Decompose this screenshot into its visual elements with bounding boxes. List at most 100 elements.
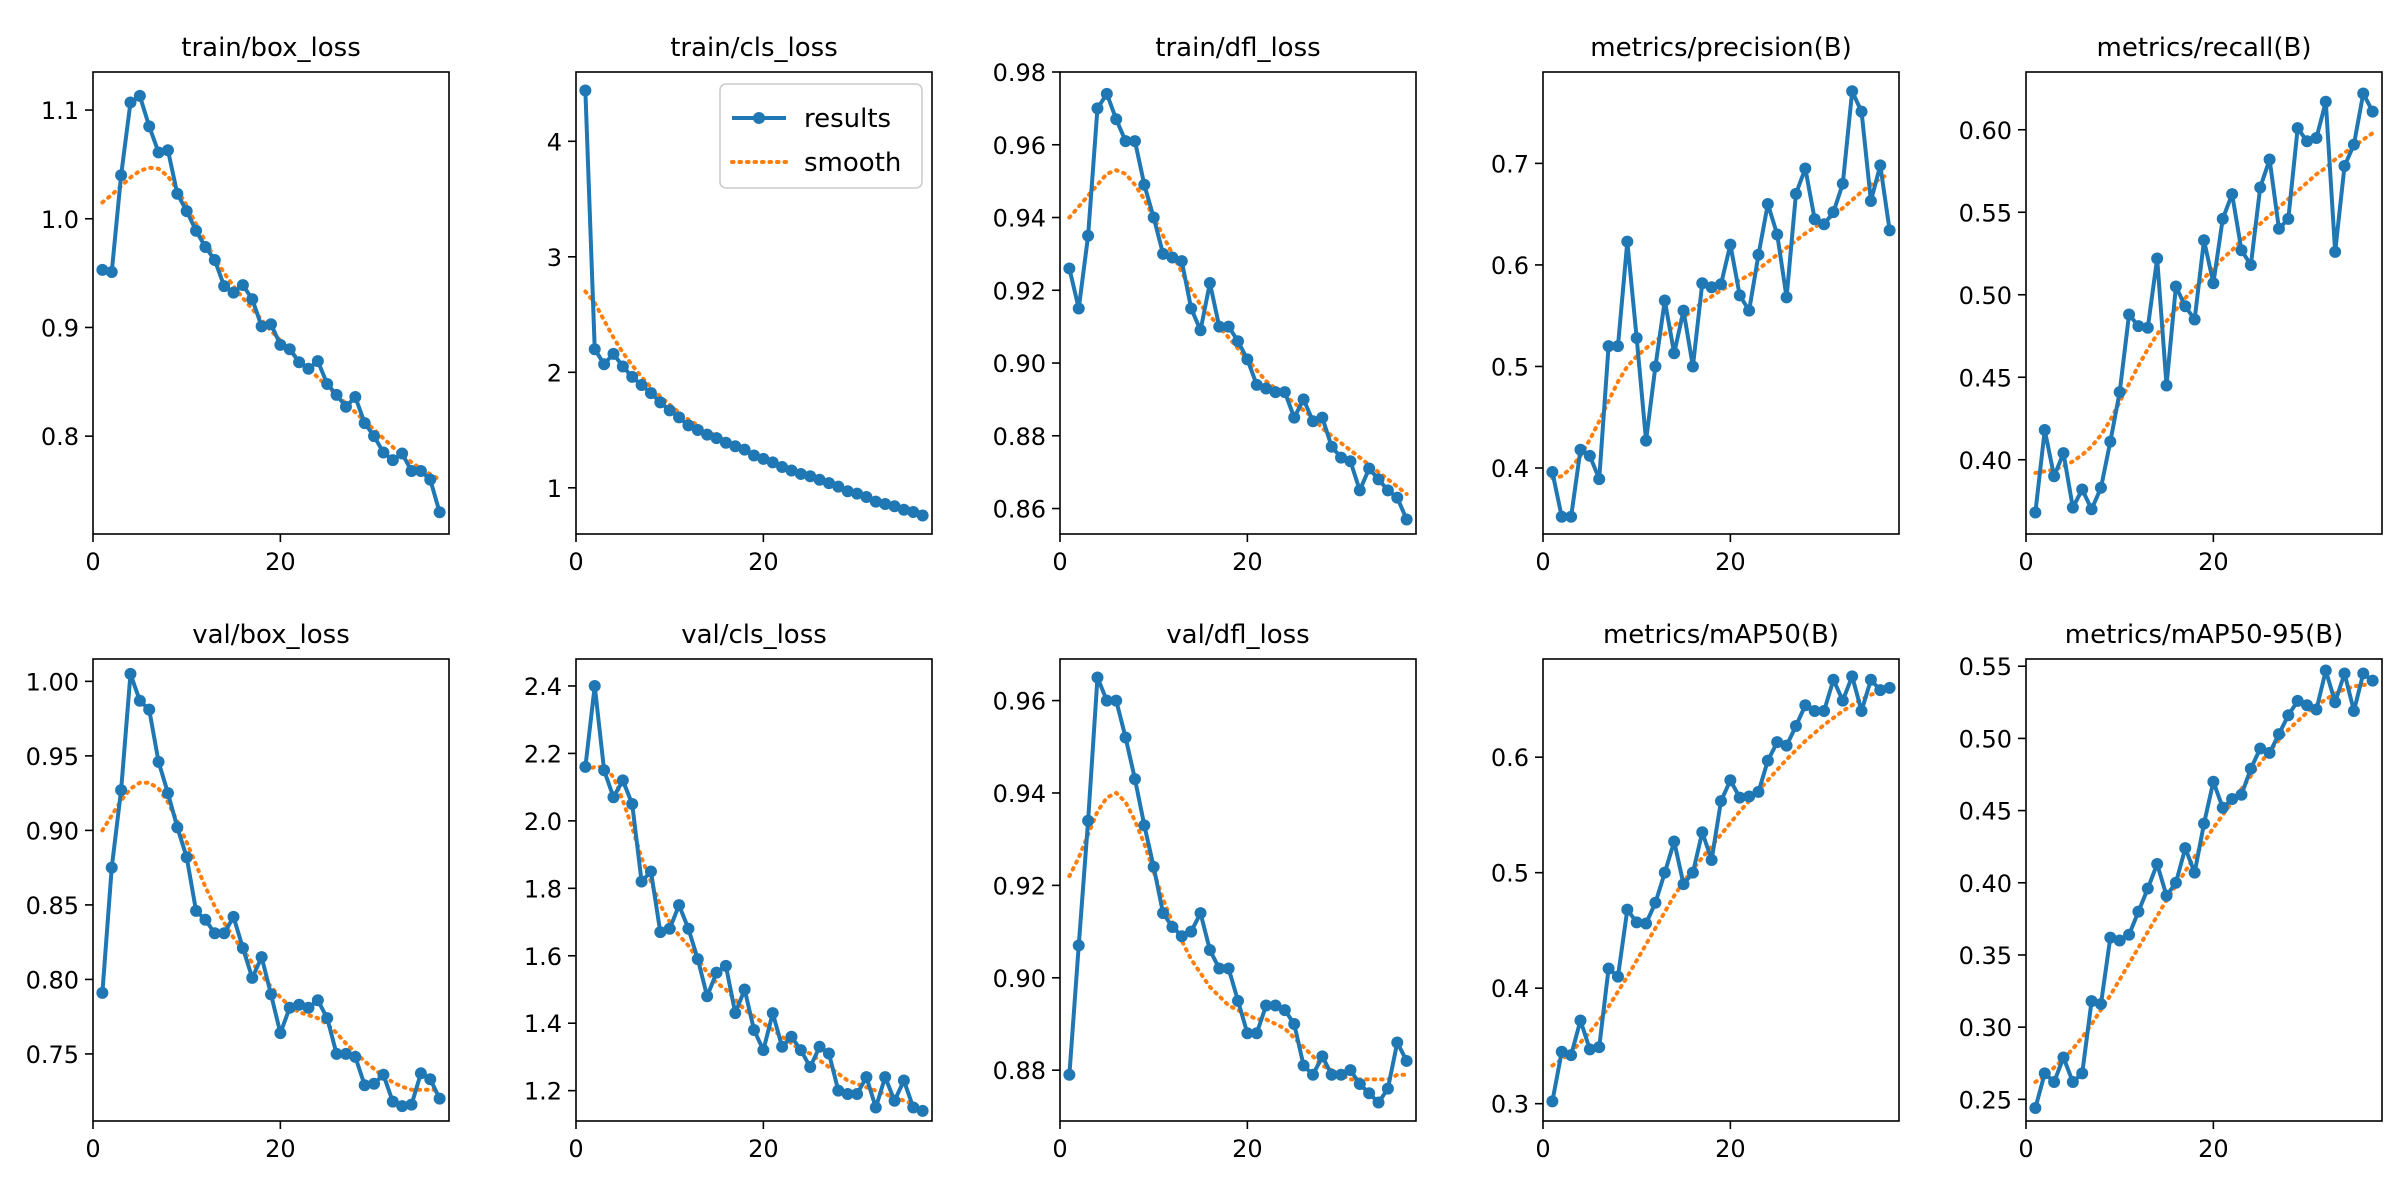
results-point: [2254, 742, 2267, 755]
results-point: [180, 851, 193, 864]
results-point: [1630, 332, 1643, 345]
y-tick-label: 1.6: [524, 943, 562, 971]
results-point: [701, 428, 714, 441]
y-tick-label: 0.60: [1959, 117, 2012, 145]
results-point: [663, 922, 676, 935]
results-point: [377, 1068, 390, 1081]
results-point: [1166, 251, 1179, 264]
results-point: [274, 338, 287, 351]
x-tick-label: 20: [1715, 548, 1746, 576]
results-point: [832, 480, 845, 493]
results-point: [1555, 510, 1568, 523]
results-point: [701, 990, 714, 1003]
results-point: [2198, 234, 2210, 247]
results-point: [1194, 907, 1207, 920]
y-tick-label: 0.40: [1959, 447, 2012, 475]
results-point: [1241, 1027, 1254, 1040]
results-point: [1147, 211, 1160, 224]
results-point: [2057, 447, 2070, 460]
results-point: [1630, 916, 1643, 929]
results-point: [1213, 962, 1226, 975]
results-point: [1883, 224, 1896, 237]
results-point: [1063, 262, 1076, 275]
smooth-series-line: [100, 165, 442, 482]
y-tick-label: 0.96: [993, 688, 1046, 716]
x-tick-label: 20: [265, 548, 296, 576]
results-point: [2226, 793, 2239, 806]
results-point: [433, 1092, 446, 1105]
results-point: [2085, 503, 2098, 516]
results-series-line: [1550, 674, 1891, 1102]
results-point: [1335, 1068, 1348, 1081]
results-point: [1260, 382, 1273, 395]
results-point: [1789, 187, 1802, 200]
results-point: [607, 347, 620, 360]
results-point: [1733, 791, 1746, 804]
results-point: [822, 1047, 835, 1060]
results-point: [2094, 998, 2107, 1011]
results-point: [1724, 774, 1737, 787]
results-point: [124, 667, 137, 680]
results-point: [274, 1027, 287, 1040]
results-point: [133, 89, 146, 102]
x-tick-label: 20: [748, 1135, 779, 1163]
results-point: [1166, 920, 1179, 933]
results-point: [785, 464, 798, 477]
results-point: [691, 953, 704, 966]
y-tick-label: 0.7: [1491, 150, 1529, 178]
results-point: [598, 764, 611, 777]
results-point: [822, 477, 835, 490]
legend-smooth-label: smooth: [804, 148, 901, 178]
results-point: [1649, 896, 1662, 909]
axes-frame: [92, 658, 450, 1122]
results-point: [1705, 853, 1718, 866]
results-point: [663, 404, 676, 417]
results-point: [785, 1030, 798, 1043]
results-point: [330, 1047, 343, 1060]
results-point: [1883, 681, 1896, 694]
results-point: [321, 377, 334, 390]
results-point: [1640, 917, 1653, 930]
results-point: [888, 1094, 901, 1107]
legend-results-label: results: [804, 104, 891, 134]
results-point: [218, 280, 231, 293]
axes-frame: [575, 71, 933, 535]
y-tick-label: 0.35: [1959, 942, 2012, 970]
axes-frame: [1059, 71, 1417, 535]
results-point: [879, 497, 892, 510]
y-tick-label: 2.4: [524, 673, 562, 701]
x-tick-label: 20: [265, 1135, 296, 1163]
results-point: [888, 500, 901, 513]
results-point: [766, 456, 779, 469]
results-point: [1715, 278, 1727, 291]
results-point: [1138, 178, 1151, 191]
results-point: [1715, 795, 1727, 808]
results-point: [1649, 360, 1662, 373]
results-point: [2301, 135, 2314, 148]
results-point: [1846, 670, 1859, 683]
results-point: [1072, 939, 1085, 952]
results-point: [2104, 931, 2117, 944]
results-point: [1100, 87, 1113, 100]
subplot-title: val/dfl_loss: [1166, 620, 1309, 650]
results-point: [1621, 903, 1634, 916]
results-point: [673, 411, 686, 424]
results-point: [2207, 277, 2220, 290]
results-point: [293, 998, 306, 1011]
results-point: [1138, 819, 1151, 832]
results-point: [2347, 138, 2360, 151]
results-point: [2272, 222, 2285, 235]
y-tick-label: 2: [547, 359, 562, 387]
results-point: [1381, 1082, 1394, 1095]
results-point: [1771, 228, 1784, 241]
results-point: [579, 760, 592, 773]
results-point: [2291, 694, 2304, 707]
results-point: [719, 959, 732, 972]
results-point: [1260, 999, 1273, 1012]
results-point: [265, 318, 277, 331]
results-point: [1082, 814, 1095, 827]
results-point: [1325, 440, 1338, 453]
results-point: [2038, 1067, 2051, 1080]
y-tick-label: 0.25: [1959, 1086, 2012, 1114]
results-point: [2357, 667, 2370, 680]
